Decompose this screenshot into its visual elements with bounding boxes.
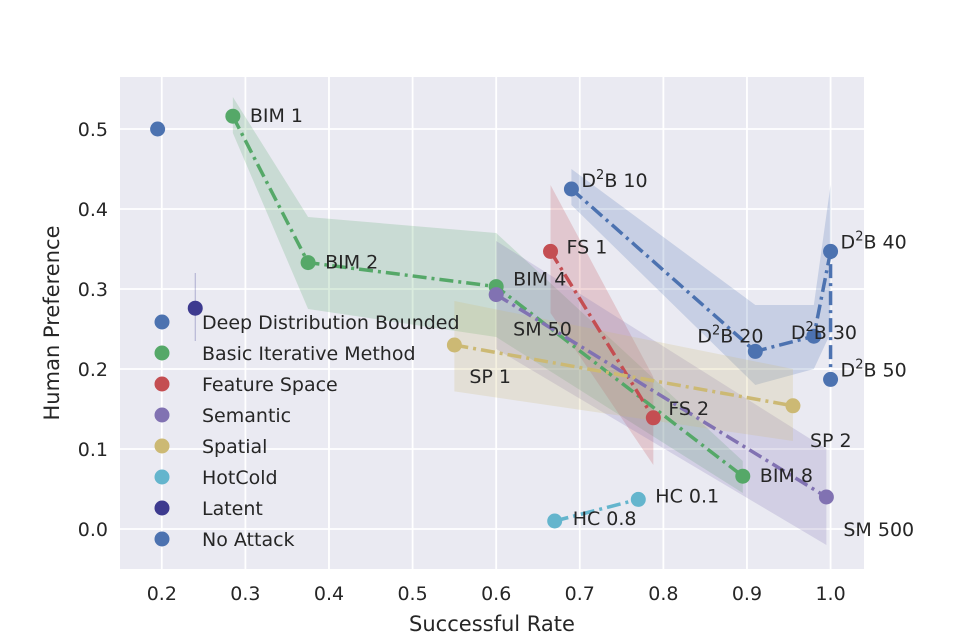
point-label: BIM 2	[325, 252, 378, 274]
point-label: FS 2	[668, 398, 709, 420]
x-tick-label: 0.5	[397, 583, 427, 605]
hotcold-point	[547, 513, 563, 529]
x-tick-label: 0.2	[147, 583, 177, 605]
legend-label-feature-space: Feature Space	[202, 374, 338, 396]
point-label: D2B 10	[581, 168, 647, 192]
legend-marker-latent	[154, 500, 170, 516]
y-tick-label: 0.2	[78, 359, 108, 381]
tick-labels: 0.2 0.3 0.4 0.5 0.6 0.7 0.8 0.9 1.0 0.0 0.1 0.2 0.3 0…	[78, 119, 846, 605]
x-tick-label: 0.3	[230, 583, 260, 605]
basic-iterative-method-point	[300, 255, 316, 271]
point-label: BIM 4	[513, 269, 566, 291]
deep-distribution-bounded-point	[823, 243, 839, 259]
feature-space-band	[550, 185, 654, 465]
deep-distribution-bounded-point	[806, 328, 822, 344]
y-axis-title: Human Preference	[40, 226, 64, 421]
legend-label-deep-distribution-bounded: Deep Distribution Bounded	[202, 312, 460, 334]
legend-marker-semantic	[154, 407, 170, 423]
x-tick-label: 0.6	[481, 583, 511, 605]
feature-space-point	[645, 410, 661, 426]
feature-space-point	[543, 243, 559, 259]
no-attack-point	[150, 121, 166, 137]
legend-marker-hotcold	[154, 469, 170, 485]
point-label: D2B 30	[791, 320, 857, 344]
spatial-line	[454, 343, 794, 408]
basic-iterative-method-band	[232, 97, 743, 493]
hotcold-point	[630, 491, 646, 507]
point-label: D2B 20	[697, 323, 763, 347]
point-label: HC 0.8	[573, 508, 637, 530]
plot-background	[120, 77, 864, 569]
legend-label-spatial: Spatial	[202, 436, 267, 458]
legend: Deep Distribution Bounded Basic Iterative…	[154, 312, 460, 551]
x-tick-label: 0.7	[565, 583, 595, 605]
point-label: FS 1	[567, 236, 608, 258]
x-tick-label: 0.4	[314, 583, 344, 605]
basic-iterative-method-line	[231, 115, 744, 478]
point-label: SP 2	[810, 430, 852, 452]
point-label: D2B 40	[841, 229, 907, 253]
x-axis-title: Successful Rate	[409, 612, 575, 636]
point-annotations: D2B 10 D2B 20 D2B 30 D2B 40 D2B 50 BIM 1 BIM 2…	[250, 105, 914, 541]
y-tick-label: 0.0	[78, 519, 108, 541]
semantic-point	[488, 287, 504, 303]
y-tick-label: 0.5	[78, 119, 108, 141]
legend-label-latent: Latent	[202, 498, 263, 520]
basic-iterative-method-point	[225, 108, 241, 124]
point-label: SP 1	[469, 366, 511, 388]
latent-point	[187, 300, 203, 316]
semantic-line	[495, 293, 828, 499]
x-tick-label: 0.8	[648, 583, 678, 605]
data-points	[150, 108, 839, 529]
legend-label-basic-iterative-method: Basic Iterative Method	[202, 343, 416, 365]
y-tick-label: 0.1	[78, 439, 108, 461]
semantic-point	[818, 489, 834, 505]
legend-marker-basic-iterative-method	[154, 345, 170, 361]
legend-marker-feature-space	[154, 376, 170, 392]
legend-label-no-attack: No Attack	[202, 529, 295, 551]
x-tick-label: 1.0	[815, 583, 845, 605]
deep-distribution-bounded-band	[571, 169, 831, 385]
legend-label-semantic: Semantic	[202, 405, 291, 427]
deep-distribution-bounded-point	[563, 181, 579, 197]
point-label: D2B 50	[841, 357, 907, 381]
point-label: HC 0.1	[655, 485, 719, 507]
legend-marker-no-attack	[154, 531, 170, 547]
spatial-point	[785, 398, 801, 414]
deep-distribution-bounded-point	[747, 343, 763, 359]
y-tick-label: 0.4	[78, 199, 108, 221]
point-label: BIM 1	[250, 105, 303, 127]
x-tick-label: 0.9	[732, 583, 762, 605]
legend-marker-deep-distribution-bounded	[154, 314, 170, 330]
point-label: BIM 8	[760, 465, 813, 487]
spatial-point	[446, 337, 462, 353]
deep-distribution-bounded-point	[823, 371, 839, 387]
legend-marker-spatial	[154, 438, 170, 454]
grid-lines	[120, 77, 864, 569]
point-label: SM 50	[513, 319, 572, 341]
feature-space-line	[549, 250, 655, 419]
point-label: SM 500	[843, 519, 914, 541]
basic-iterative-method-point	[735, 468, 751, 484]
legend-label-hotcold: HotCold	[202, 467, 278, 489]
y-tick-label: 0.3	[78, 279, 108, 301]
